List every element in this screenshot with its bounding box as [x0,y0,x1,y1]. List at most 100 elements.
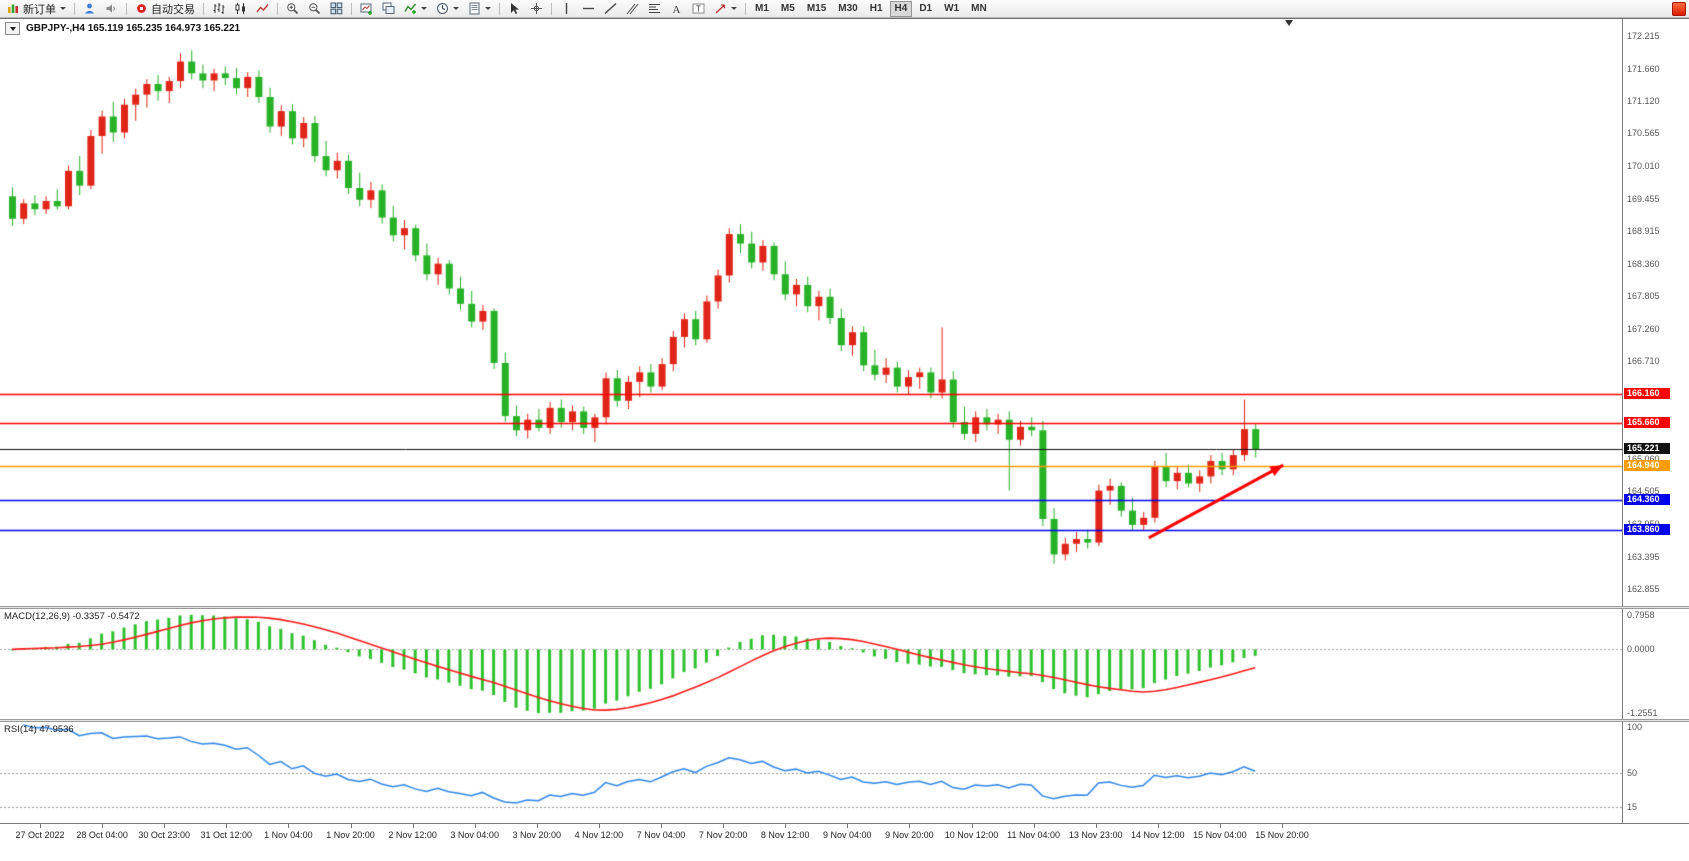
time-axis-label: 1 Nov 20:00 [326,830,375,840]
time-axis-label: 15 Nov 20:00 [1255,830,1309,840]
price-axis-label: 165.060 [1627,453,1660,464]
macd-canvas[interactable] [0,609,1622,719]
time-axis-tick [164,824,166,828]
time-axis-tick [1219,824,1221,828]
time-axis-tick [412,824,414,828]
chart-shift-marker[interactable] [1284,20,1293,26]
timeframe-h1-button[interactable]: H1 [869,2,883,14]
clock-icon [437,3,448,14]
time-axis-label: 1 Nov 04:00 [264,830,313,840]
time-axis-tick [288,824,290,828]
price-chart-canvas[interactable] [0,19,1622,607]
crosshair-button[interactable] [526,1,547,17]
arrow-objects-button[interactable] [710,1,741,17]
macd-label: MACD(12,26,9) -0.3357 -0.5472 [4,611,140,622]
rsi-canvas[interactable] [0,722,1622,824]
time-axis-tick [474,824,476,828]
rsi-panel: RSI(14) 47.9536 100 50 15 [0,722,1689,824]
toolbar-separator [551,2,552,15]
new-order-label: 新订单 [23,3,56,16]
time-axis-label: 7 Nov 04:00 [636,830,686,840]
zoom-out-button[interactable] [304,1,325,17]
one-click-trading-toggle[interactable] [5,22,20,35]
timeframe-m30-button[interactable]: M30 [838,2,858,14]
panel-splitter[interactable] [0,606,1689,609]
text-button[interactable]: A [666,1,687,17]
timeframe-m5-button[interactable]: M5 [780,2,795,14]
price-line-tag: 165.660 [1624,417,1670,429]
timeframe-d1-button[interactable]: D1 [919,2,933,14]
time-axis-tick [723,824,725,828]
time-axis-label: 27 Oct 2022 [15,830,65,840]
time-axis-tick [661,824,662,828]
bar-chart-button[interactable] [208,1,229,17]
community-button[interactable] [79,1,100,17]
new-chart-button[interactable] [356,1,377,17]
zoom-in-icon [287,3,299,15]
template-icon [469,2,480,15]
time-axis-label: 28 Oct 04:00 [76,830,128,840]
time-axis[interactable]: 27 Oct 2022 28 Oct 04:00 30 Oct 23:00 31 Oc… [0,824,1689,861]
rsi-axis[interactable]: 100 50 15 [1622,722,1689,823]
zoom-in-button[interactable] [282,1,303,17]
indicators-icon [404,3,417,14]
line-chart-button[interactable] [252,1,273,17]
toolbar-separator [74,2,75,15]
rsi-axis-label: 15 [1627,801,1638,812]
price-axis-label: 172.215 [1627,30,1660,41]
time-axis-label: 3 Nov 04:00 [450,830,499,840]
timeframe-m1-button[interactable]: M1 [755,2,769,14]
horizontal-line-button[interactable] [578,1,599,17]
autotrading-button[interactable]: 自动交易 [131,1,199,17]
time-axis-tick [1157,824,1159,828]
cursor-button[interactable] [504,1,525,17]
templates-button[interactable] [464,1,495,17]
timeframe-w1-button[interactable]: W1 [944,2,960,14]
timeframe-mn-button[interactable]: MN [971,2,987,14]
alert-badge[interactable] [1672,1,1686,16]
time-axis-tick [536,824,538,828]
time-axis-label: 3 Nov 20:00 [512,830,562,840]
periods-button[interactable] [432,1,463,17]
text-label-icon: T [692,3,705,14]
time-axis-label: 8 Nov 12:00 [760,830,810,840]
text-label-button[interactable]: T [688,1,709,17]
panel-splitter[interactable] [0,719,1689,722]
timeframe-m15-button[interactable]: M15 [806,2,827,14]
svg-text:T: T [696,5,701,14]
sounds-button[interactable] [101,1,122,17]
price-axis-label: 169.455 [1627,193,1660,204]
time-axis-tick [1095,824,1097,828]
dropdown-caret-icon [421,7,427,10]
toolbar-separator [126,2,127,15]
tile-windows-button[interactable] [326,1,347,17]
zoom-out-icon [309,3,321,15]
time-axis-label: 9 Nov 04:00 [823,830,872,840]
svg-text:A: A [673,4,681,15]
price-axis[interactable]: 172.215 171.660 171.120 170.565 170.010 169.4… [1622,19,1689,606]
price-axis-label: 170.010 [1627,161,1660,172]
line-chart-icon [256,4,269,13]
timeframe-h4-button[interactable]: H4 [889,0,913,17]
price-axis-label: 164.505 [1627,486,1660,497]
vertical-line-icon [565,3,568,14]
price-axis-label: 163.395 [1627,552,1660,563]
vertical-line-button[interactable] [556,1,577,17]
candlestick-chart-button[interactable] [230,1,251,17]
macd-axis-label: 0.0000 [1627,644,1655,655]
macd-axis[interactable]: 0.7958 0.0000 -1.2551 [1622,609,1689,719]
rsi-axis-label: 100 [1627,722,1643,732]
new-order-button[interactable]: 新订单 [3,1,70,17]
price-line-tag: 166.160 [1624,387,1670,399]
autotrading-label: 自动交易 [151,3,195,16]
trendline-button[interactable] [600,1,621,17]
macd-axis-label: -1.2551 [1627,708,1658,718]
toolbar-separator [499,2,500,15]
indicators-button[interactable] [400,1,431,17]
window-arrangement-button[interactable] [378,1,399,17]
toolbar-separator [351,2,352,15]
time-axis-label: 15 Nov 04:00 [1193,830,1247,840]
equidistant-channel-button[interactable] [622,1,643,17]
fibonacci-button[interactable] [644,1,665,17]
dropdown-caret-icon [60,7,66,10]
